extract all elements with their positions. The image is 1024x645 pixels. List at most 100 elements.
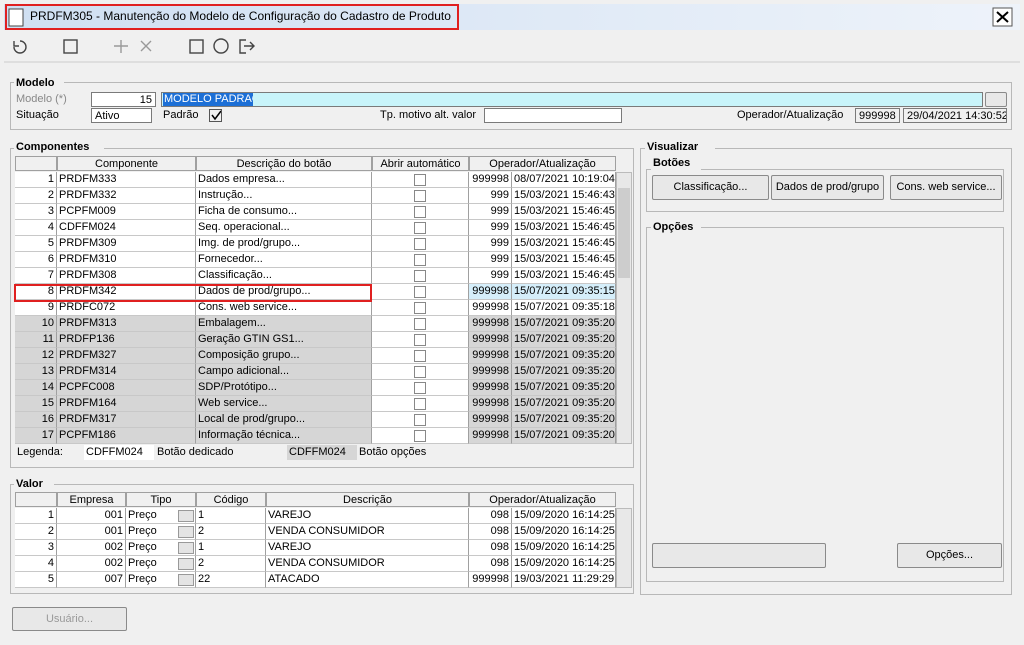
- header[interactable]: Empresa: [57, 492, 126, 507]
- calendar-icon[interactable]: [189, 39, 204, 54]
- refresh-icon[interactable]: [13, 40, 27, 54]
- cell: 999: [469, 188, 512, 204]
- dropdown[interactable]: Ativo: [91, 108, 152, 123]
- checkbox[interactable]: [209, 109, 222, 122]
- cell: 12: [15, 348, 57, 364]
- label: Botão opções: [359, 446, 427, 458]
- label: Padrão: [163, 109, 199, 121]
- legend-swatch: CDFFM024: [84, 445, 154, 460]
- header[interactable]: Operador/Atualização: [469, 156, 616, 171]
- header[interactable]: Descrição: [266, 492, 469, 507]
- dropdown[interactable]: [484, 108, 622, 123]
- highlight: [14, 284, 372, 302]
- checkbox[interactable]: [414, 430, 426, 442]
- button[interactable]: Opções...: [897, 543, 1002, 568]
- cell: Seq. operacional...: [196, 220, 372, 236]
- button[interactable]: Dados de prod/grupo: [771, 175, 884, 200]
- button[interactable]: Usuário...: [12, 607, 127, 631]
- checkbox[interactable]: [414, 286, 426, 298]
- header[interactable]: Abrir automático: [372, 156, 469, 171]
- window-title: PRDFM305 - Manutenção do Modelo de Confi…: [30, 9, 451, 23]
- save-icon[interactable]: [63, 39, 78, 54]
- label: Tp. motivo alt. valor: [380, 109, 476, 121]
- checkbox[interactable]: [414, 318, 426, 330]
- checkbox[interactable]: [414, 414, 426, 426]
- cell: 15/03/2021 15:46:45: [512, 268, 616, 284]
- header[interactable]: Componente: [57, 156, 196, 171]
- checkbox[interactable]: [414, 270, 426, 282]
- cell: 001: [57, 524, 126, 540]
- checkbox[interactable]: [414, 254, 426, 266]
- dropdown-button[interactable]: [178, 558, 194, 570]
- dropdown-button[interactable]: [178, 574, 194, 586]
- dropdown-button[interactable]: [178, 510, 194, 522]
- add-icon[interactable]: [114, 40, 128, 53]
- cell: 15/09/2020 16:14:25: [512, 524, 616, 540]
- cell: 999998: [469, 364, 512, 380]
- dropdown-button[interactable]: [178, 542, 194, 554]
- cell: 999998: [469, 428, 512, 444]
- cell: PCPFC008: [57, 380, 196, 396]
- help-icon[interactable]: [213, 38, 229, 54]
- header[interactable]: [15, 492, 57, 507]
- group-title: Valor: [14, 477, 54, 491]
- cell: Composição grupo...: [196, 348, 372, 364]
- cell: 15/03/2021 15:46:45: [512, 236, 616, 252]
- header[interactable]: [15, 156, 57, 171]
- cell: 15/07/2021 09:35:20: [512, 332, 616, 348]
- checkbox[interactable]: [414, 190, 426, 202]
- cell: PCPFM186: [57, 428, 196, 444]
- cell: VENDA CONSUMIDOR: [266, 524, 469, 540]
- exit-icon[interactable]: [239, 39, 255, 54]
- checkbox[interactable]: [414, 302, 426, 314]
- group-box: [646, 227, 1004, 582]
- checkbox[interactable]: [414, 238, 426, 250]
- input[interactable]: 15: [91, 92, 156, 107]
- group-box: [646, 169, 1004, 212]
- input[interactable]: [161, 92, 983, 107]
- cell: 007: [57, 572, 126, 588]
- header[interactable]: Código: [196, 492, 266, 507]
- checkbox[interactable]: [414, 382, 426, 394]
- cell: 8: [15, 284, 57, 300]
- header[interactable]: Tipo: [126, 492, 196, 507]
- cell: 999: [469, 236, 512, 252]
- legend-swatch: CDFFM024: [287, 445, 357, 460]
- cell: Img. de prod/grupo...: [196, 236, 372, 252]
- button[interactable]: Classificação...: [652, 175, 769, 200]
- checkbox[interactable]: [414, 206, 426, 218]
- cell: 15/03/2021 15:46:43: [512, 188, 616, 204]
- header[interactable]: Operador/Atualização: [469, 492, 616, 507]
- cell: 10: [15, 316, 57, 332]
- cell: 15/03/2021 15:46:45: [512, 220, 616, 236]
- dropdown-button[interactable]: [178, 526, 194, 538]
- label: Operador/Atualização: [737, 109, 844, 121]
- selected-text: MODELO PADRAO: [163, 93, 253, 106]
- button[interactable]: [652, 543, 826, 568]
- checkbox[interactable]: [414, 366, 426, 378]
- button[interactable]: [985, 92, 1007, 107]
- checkbox[interactable]: [414, 334, 426, 346]
- cell: 999998: [469, 396, 512, 412]
- delete-icon[interactable]: [140, 40, 152, 52]
- close-button[interactable]: [992, 7, 1013, 27]
- scroll-thumb[interactable]: [618, 188, 630, 278]
- cell: 15/07/2021 09:35:20: [512, 316, 616, 332]
- scrollbar[interactable]: [616, 508, 632, 588]
- cell: VENDA CONSUMIDOR: [266, 556, 469, 572]
- checkbox[interactable]: [414, 350, 426, 362]
- checkbox[interactable]: [414, 222, 426, 234]
- field: 29/04/2021 14:30:52: [903, 108, 1007, 123]
- cell: 2: [15, 188, 57, 204]
- title-bar: [4, 4, 1020, 30]
- checkbox[interactable]: [414, 174, 426, 186]
- cell: Informação técnica...: [196, 428, 372, 444]
- cell: PRDFP136: [57, 332, 196, 348]
- checkbox[interactable]: [414, 398, 426, 410]
- cell: 1: [196, 540, 266, 556]
- cell: 6: [15, 252, 57, 268]
- button[interactable]: Cons. web service...: [890, 175, 1002, 200]
- header[interactable]: Descrição do botão: [196, 156, 372, 171]
- label: Modelo (*): [16, 93, 67, 105]
- cell: 15/09/2020 16:14:25: [512, 540, 616, 556]
